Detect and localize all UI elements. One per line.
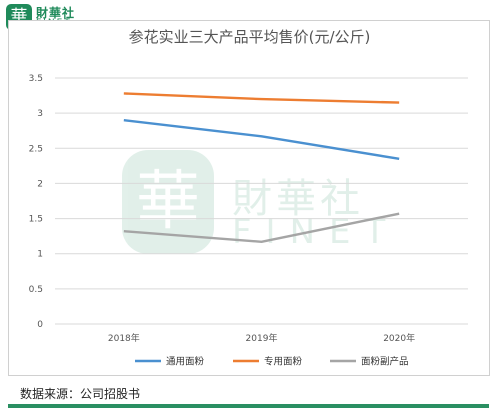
legend-label: 面粉副产品 <box>361 356 409 368</box>
series-line <box>123 92 400 104</box>
y-tick-label: 0.5 <box>29 285 43 295</box>
series-line <box>123 212 400 243</box>
y-tick-label: 1.5 <box>29 215 43 225</box>
brand-name-cn: 財華社 <box>36 6 76 20</box>
x-tick-label: 2020年 <box>383 332 415 344</box>
y-tick-label: 3.5 <box>29 74 43 84</box>
x-tick-label: 2018年 <box>108 332 140 344</box>
y-tick-label: 0 <box>37 320 43 330</box>
x-tick-label: 2019年 <box>246 332 278 344</box>
legend-label: 专用面粉 <box>264 356 303 368</box>
chart-frame <box>8 20 490 376</box>
y-tick-label: 2 <box>37 179 43 189</box>
y-tick-label: 3 <box>37 109 43 119</box>
series-line <box>123 118 400 161</box>
chart-title: 参花实业三大产品平均售价(元/公斤) <box>128 28 371 46</box>
y-tick-label: 2.5 <box>29 144 43 154</box>
y-tick-label: 1 <box>37 250 43 260</box>
legend-label: 通用面粉 <box>166 356 205 368</box>
bottom-rule <box>8 404 489 408</box>
source-note: 数据来源：公司招股书 <box>20 387 141 401</box>
